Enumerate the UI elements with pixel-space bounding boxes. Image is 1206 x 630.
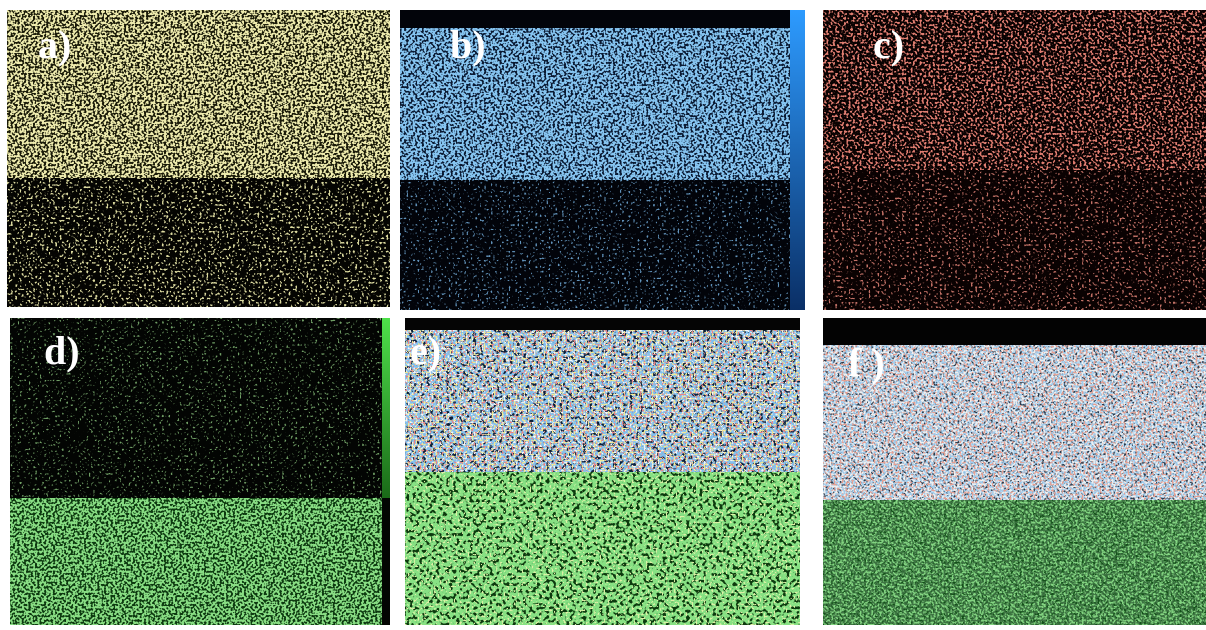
speckle — [10, 318, 382, 498]
panels — [7, 10, 1206, 625]
color-bar — [382, 318, 390, 498]
speckle — [7, 10, 390, 178]
panel-label: e) — [410, 328, 441, 373]
speckle — [7, 178, 390, 307]
speckle — [400, 180, 790, 310]
speckle — [823, 345, 1206, 500]
speckle — [823, 500, 1206, 625]
speckle — [405, 330, 800, 472]
panel-label: d) — [44, 328, 80, 373]
speckle — [823, 170, 1206, 310]
speckle — [405, 472, 800, 625]
panel-label: b) — [450, 22, 486, 67]
speckle — [823, 10, 1206, 170]
panel-label: a) — [38, 22, 71, 67]
color-bar — [790, 10, 805, 310]
panel-label: f ) — [848, 340, 885, 385]
speckle — [10, 498, 382, 625]
speckle — [400, 28, 790, 180]
panel-label: c) — [873, 22, 904, 67]
